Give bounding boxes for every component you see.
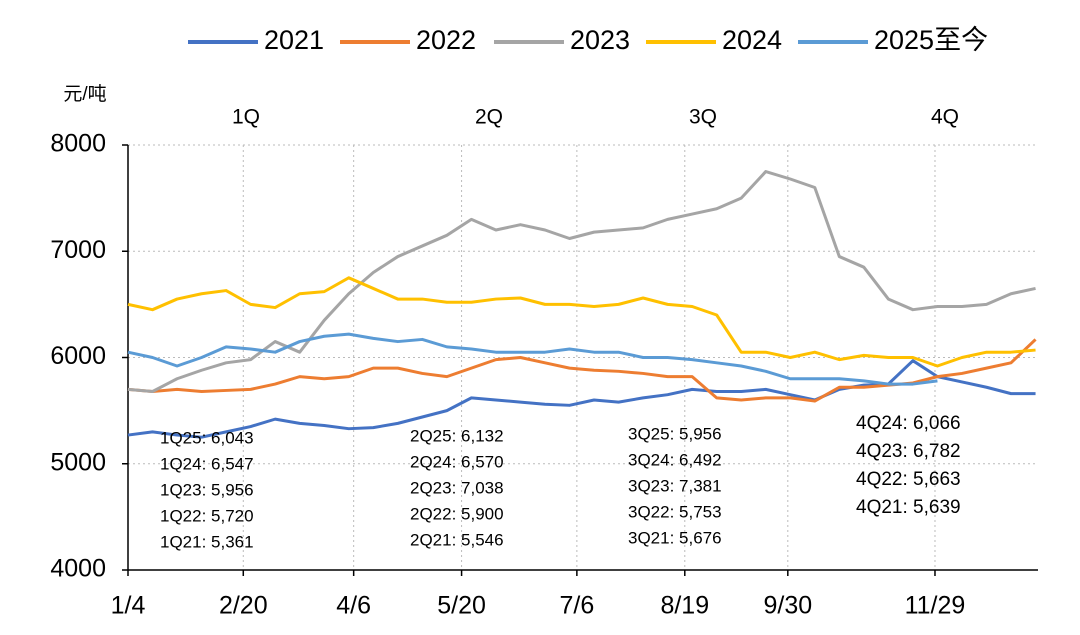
annotation: 2Q22: 5,900 bbox=[410, 504, 504, 523]
x-tick-label: 7/6 bbox=[559, 592, 594, 620]
y-tick-label: 6000 bbox=[50, 342, 106, 370]
annotation: 4Q24: 6,066 bbox=[856, 413, 961, 434]
annotation: 3Q23: 7,381 bbox=[628, 476, 722, 495]
annotation: 4Q23: 6,782 bbox=[856, 441, 961, 462]
y-tick-label: 5000 bbox=[50, 448, 106, 476]
legend-label: 2024 bbox=[722, 25, 782, 55]
quarter-label: 1Q bbox=[232, 106, 260, 129]
annotation: 1Q22: 5,720 bbox=[160, 506, 254, 525]
annotation: 1Q23: 5,956 bbox=[160, 480, 254, 499]
annotation: 1Q24: 6,547 bbox=[160, 454, 254, 473]
y-tick-label: 4000 bbox=[50, 555, 106, 583]
annotation: 2Q23: 7,038 bbox=[410, 478, 504, 497]
x-tick-label: 4/6 bbox=[336, 592, 371, 620]
line-series bbox=[127, 276, 1036, 368]
annotation: 3Q24: 6,492 bbox=[628, 450, 722, 469]
line-series bbox=[127, 332, 938, 386]
legend-label: 2021 bbox=[264, 25, 324, 55]
annotation: 2Q25: 6,132 bbox=[410, 426, 504, 445]
y-tick-label: 7000 bbox=[50, 236, 106, 264]
annotation: 2Q24: 6,570 bbox=[410, 452, 504, 471]
x-tick-label: 2/20 bbox=[219, 592, 268, 620]
annotation: 3Q21: 5,676 bbox=[628, 528, 722, 547]
annotation: 3Q25: 5,956 bbox=[628, 424, 722, 443]
annotation: 3Q22: 5,753 bbox=[628, 502, 722, 521]
line-series bbox=[127, 170, 1036, 393]
x-tick-label: 9/30 bbox=[763, 592, 812, 620]
legend-label: 2023 bbox=[570, 25, 630, 55]
y-unit: 元/吨 bbox=[63, 83, 106, 105]
quarter-label: 4Q bbox=[931, 106, 959, 129]
line-series bbox=[127, 338, 1037, 403]
annotation: 1Q21: 5,361 bbox=[160, 532, 254, 551]
quarter-label: 3Q bbox=[689, 106, 717, 129]
legend-label: 2022 bbox=[416, 25, 476, 55]
annotation: 1Q25: 6,043 bbox=[160, 428, 254, 447]
quarter-label: 2Q bbox=[475, 106, 503, 129]
x-tick-label: 11/29 bbox=[905, 592, 966, 620]
x-tick-label: 8/19 bbox=[660, 592, 709, 620]
legend-label: 2025至今 bbox=[874, 25, 988, 55]
annotation: 2Q21: 5,546 bbox=[410, 530, 504, 549]
annotation: 4Q22: 5,663 bbox=[856, 469, 961, 490]
y-tick-label: 8000 bbox=[50, 130, 106, 158]
x-tick-label: 5/20 bbox=[437, 592, 486, 620]
x-tick-label: 1/4 bbox=[111, 592, 146, 620]
annotation: 4Q21: 5,639 bbox=[856, 497, 961, 518]
